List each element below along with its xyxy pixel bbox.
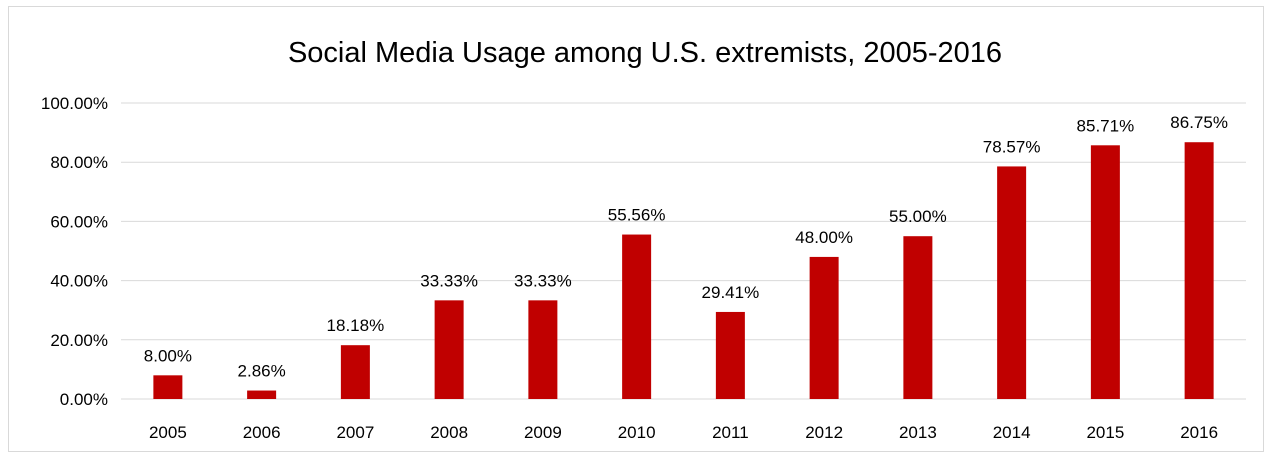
bar-2011 (715, 311, 745, 399)
data-label-2006: 2.86% (238, 362, 286, 381)
data-label-2015: 85.71% (1077, 116, 1135, 135)
x-tick-label-2014: 2014 (993, 423, 1031, 442)
x-axis-tick-labels: 2005 2006 2007 2008 2009 2010 2011 2012 2013 2014… (149, 423, 1218, 442)
x-tick-label-2013: 2013 (899, 423, 937, 442)
data-label-2008: 33.33% (420, 271, 478, 290)
y-tick-label: 100.00% (41, 94, 108, 113)
x-tick-label-2011: 2011 (712, 423, 749, 442)
x-tick-label-2012: 2012 (805, 423, 843, 442)
x-tick-label-2009: 2009 (524, 423, 562, 442)
data-labels: 8.00% 2.86% 18.18% 33.33% 33.33% 55.56% 29.41%… (144, 113, 1228, 380)
x-tick-label-2016: 2016 (1180, 423, 1218, 442)
bar-2016 (1184, 142, 1214, 399)
chart-title: Social Media Usage among U.S. extremists… (288, 37, 1002, 69)
bars (153, 142, 1214, 399)
data-label-2009: 33.33% (514, 271, 572, 290)
data-label-2011: 29.41% (702, 283, 760, 302)
bar-2005 (153, 375, 183, 399)
data-label-2014: 78.57% (983, 137, 1041, 156)
y-tick-label: 60.00% (50, 212, 108, 231)
bar-2014 (997, 166, 1027, 399)
x-tick-label-2008: 2008 (430, 423, 468, 442)
y-tick-label: 0.00% (60, 390, 108, 409)
y-tick-label: 40.00% (50, 272, 108, 291)
bar-2006 (247, 390, 277, 399)
gridlines (121, 102, 1246, 400)
bar-2015 (1090, 145, 1120, 399)
bar-2009 (528, 300, 558, 399)
bar-2010 (622, 234, 652, 399)
x-tick-label-2010: 2010 (618, 423, 656, 442)
bar-2008 (434, 300, 464, 399)
data-label-2010: 55.56% (608, 206, 666, 225)
x-tick-label-2006: 2006 (243, 423, 281, 442)
x-tick-label-2007: 2007 (336, 423, 374, 442)
y-axis-tick-labels: 0.00% 20.00% 40.00% 60.00% 80.00% 100.00% (41, 94, 108, 409)
y-tick-label: 20.00% (50, 331, 108, 350)
data-label-2005: 8.00% (144, 346, 192, 365)
data-label-2013: 55.00% (889, 207, 947, 226)
y-tick-label: 80.00% (50, 153, 108, 172)
data-label-2007: 18.18% (327, 316, 385, 335)
data-label-2012: 48.00% (795, 228, 853, 247)
bar-2013 (903, 236, 933, 399)
data-label-2016: 86.75% (1170, 113, 1228, 132)
bar-2007 (340, 345, 370, 399)
x-tick-label-2015: 2015 (1086, 423, 1124, 442)
bar-2012 (809, 256, 839, 399)
x-tick-label-2005: 2005 (149, 423, 187, 442)
